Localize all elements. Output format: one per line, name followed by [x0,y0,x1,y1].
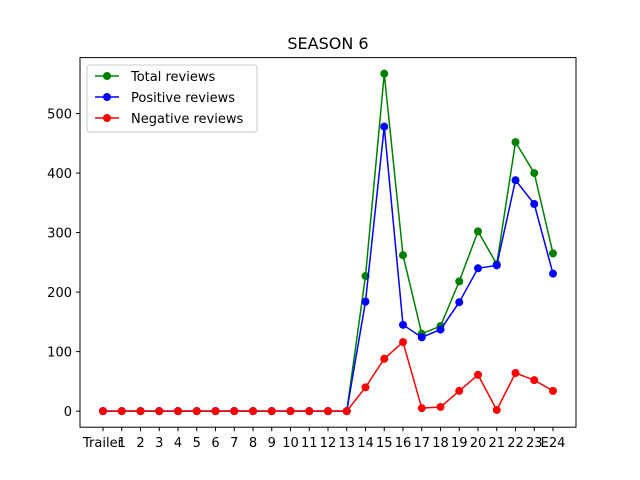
data-point [230,407,239,416]
data-point [530,169,539,178]
data-point [155,407,164,416]
data-point [549,249,557,258]
data-point [286,407,295,416]
data-point [511,369,520,378]
x-tick-label: 11 [301,436,318,451]
data-point [361,297,370,306]
legend-label: Negative reviews [131,112,243,127]
data-point [492,261,501,270]
x-tick-label: 22 [507,436,524,451]
data-point [174,407,182,416]
series-positive-reviews [99,122,557,416]
legend-item: Total reviews [95,70,215,85]
x-tick-label: 15 [376,436,393,451]
y-tick-label: 300 [47,227,72,242]
x-tick-label: 2 [136,436,144,451]
x-tick-label: 5 [193,436,201,451]
chart-title: SEASON 6 [287,34,368,53]
x-tick-label: Trailer [82,436,124,451]
y-tick-label: 200 [47,286,72,301]
legend-swatch-marker [103,93,111,101]
series-line [103,126,554,412]
legend-item: Negative reviews [95,112,243,127]
x-tick-label: 17 [413,436,430,451]
y-tick-label: 0 [64,405,72,420]
y-tick-label: 500 [47,108,72,123]
data-point [136,407,145,416]
data-point [436,325,445,334]
x-tick-label: 3 [155,436,163,451]
data-point [530,376,539,385]
x-tick-label: 7 [230,436,238,451]
x-tick-label: 6 [211,436,219,451]
data-point [399,251,407,260]
x-tick-label: 16 [395,436,412,451]
series-negative-reviews [99,338,557,416]
x-tick-label: 23 [526,436,543,451]
legend: Total reviews Positive reviews Negative re… [86,64,258,133]
data-point [417,404,426,413]
data-point [324,407,332,416]
data-point [511,138,520,147]
x-tick-label: 8 [249,436,257,451]
legend-label: Total reviews [130,70,215,85]
data-point [117,407,126,416]
legend-box [86,64,258,133]
y-axis: 0 100 200 300 400 500 [47,108,80,420]
legend-label: Positive reviews [131,91,235,106]
data-point [455,277,464,286]
data-point [211,407,220,416]
data-point [511,176,520,185]
data-point [474,227,482,236]
data-point [361,383,370,392]
legend-swatch-marker [103,72,111,80]
data-point [342,407,351,416]
legend-swatch-marker [103,114,111,122]
data-point [549,386,557,395]
data-point [380,122,389,131]
x-tick-label: 20 [470,436,487,451]
data-point [474,264,482,273]
y-tick-label: 400 [47,167,72,182]
data-point [399,338,407,347]
data-point [192,407,201,416]
data-point [436,402,445,411]
data-point [492,405,501,414]
data-point [417,333,426,342]
data-point [474,370,482,379]
series-line [103,340,554,412]
y-tick-label: 100 [47,346,72,361]
x-tick-label: 18 [432,436,449,451]
data-point [305,407,314,416]
data-point [399,320,407,329]
x-tick-label: 10 [282,436,299,451]
data-point [455,386,464,395]
legend-item: Positive reviews [95,91,235,106]
x-tick-label: 14 [357,436,374,451]
x-tick-label: 19 [451,436,468,451]
data-point [380,354,389,363]
x-tick-label: 1 [118,436,126,451]
data-point [455,298,464,307]
series-layer [99,69,557,416]
data-point [530,200,539,209]
x-tick-label: 12 [320,436,337,451]
x-tick-label: E24 [541,436,566,451]
x-tick-label: 13 [338,436,355,451]
data-point [549,269,557,278]
data-point [380,69,389,78]
x-tick-label: 4 [174,436,182,451]
x-tick-label: 9 [268,436,276,451]
x-tick-label: 21 [488,436,505,451]
data-point [99,407,107,416]
data-point [267,407,276,416]
data-point [249,407,257,416]
